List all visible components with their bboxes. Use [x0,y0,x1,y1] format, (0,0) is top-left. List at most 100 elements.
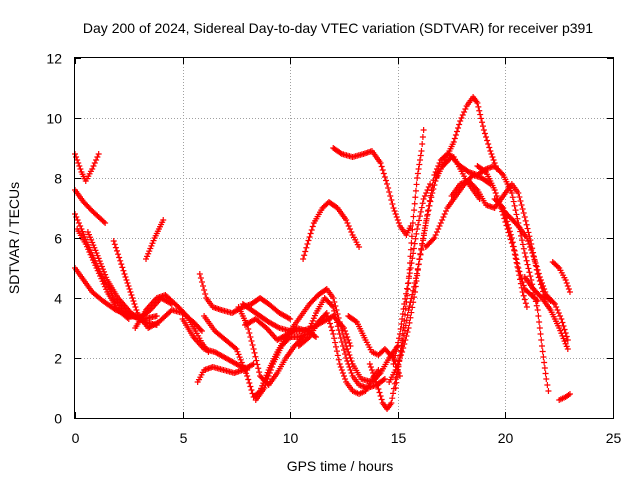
data-point [97,260,104,267]
data-point [394,217,401,223]
data-point [121,271,128,277]
data-point [266,370,273,376]
data-point [323,310,330,316]
data-point [411,207,418,214]
data-point [401,301,408,307]
data-point [112,244,119,251]
data-point [412,283,419,290]
data-point [523,304,530,310]
data-point [334,323,341,330]
data-point [392,367,399,373]
data-point [405,325,412,331]
data-point [91,244,98,251]
data-point [285,335,292,342]
data-point [87,234,94,241]
data-point [182,311,189,318]
data-point [502,211,509,218]
data-point [333,315,340,322]
data-point [509,194,516,201]
data-point [473,185,480,192]
data-point [420,235,427,242]
data-point [283,331,290,338]
data-point [93,157,100,163]
data-series [433,94,500,181]
data-point [247,383,254,390]
data-point [253,357,260,364]
data-point [132,304,139,310]
data-point [484,137,491,144]
data-point [564,283,571,289]
data-point [418,204,425,211]
data-point [432,178,439,184]
data-point [366,361,373,367]
data-point [371,373,378,379]
data-point [110,238,117,244]
data-point [536,274,543,280]
data-point [346,364,353,370]
data-point [262,323,269,330]
data-point [564,346,571,352]
data-point [417,208,424,215]
data-point [411,240,418,247]
data-point [417,152,424,159]
data-point [515,190,522,196]
data-point [255,365,262,372]
data-point [424,187,431,193]
data-point [526,269,533,276]
data-point [560,335,567,342]
data-point [416,161,423,168]
data-point [404,280,411,287]
data-point [562,340,569,347]
data-point [130,298,137,304]
data-point [541,365,548,371]
data-point [86,249,93,255]
data-point [308,320,315,327]
data-point [89,166,96,172]
data-point [538,280,545,286]
x-tick-label: 5 [180,430,188,446]
data-series [498,205,571,343]
data-series [392,127,427,391]
data-point [324,313,331,320]
data-point [356,244,363,250]
data-point [478,115,485,122]
data-point [339,343,346,349]
data-point [390,205,397,211]
data-series [295,310,382,397]
data-point [374,382,381,389]
data-point [399,311,406,317]
data-point [516,268,523,275]
data-point [554,263,561,270]
data-point [510,198,517,205]
data-point [481,168,488,175]
data-point [557,313,564,319]
data-point [262,382,269,388]
data-point [305,328,312,335]
data-point [345,337,352,343]
data-point [430,236,437,243]
data-point [117,257,124,264]
data-point [563,280,570,286]
data-point [479,123,486,130]
data-point [458,115,465,121]
data-series [491,196,541,304]
data-point [499,203,506,210]
axis-ticks: 0 5 10 15 20 25 0 2 4 6 8 10 12 [46,51,621,447]
data-point [406,303,413,310]
data-point [409,220,416,226]
data-point [77,166,84,172]
data-point [307,323,314,330]
data-point [425,207,432,214]
data-point [412,194,419,201]
y-tick-label: 12 [46,51,62,67]
data-point [331,335,338,342]
data-point [414,170,421,177]
data-point [399,349,406,355]
data-point [524,261,531,268]
data-point [533,263,540,270]
data-point [424,211,431,218]
data-point [417,157,424,163]
data-point [523,257,530,264]
data-point [347,226,354,232]
data-point [554,307,561,313]
